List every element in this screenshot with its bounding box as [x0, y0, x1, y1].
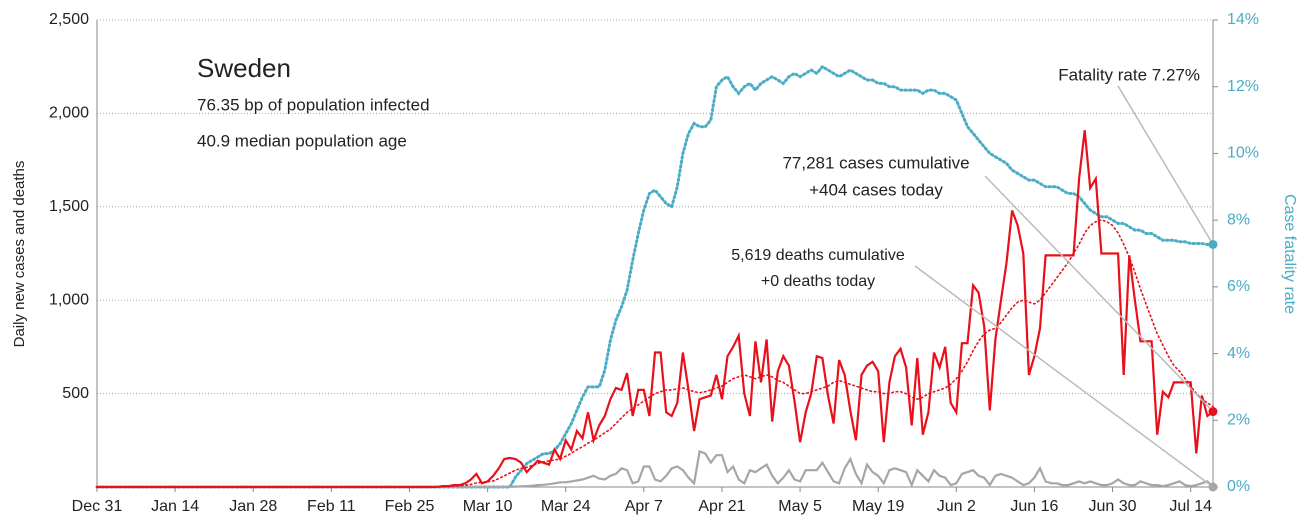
- y2-tick-label: 8%: [1227, 211, 1250, 228]
- end-point: [1208, 482, 1218, 492]
- y2-tick-label: 2%: [1227, 412, 1250, 429]
- subtitle: 76.35 bp of population infected: [197, 95, 430, 114]
- x-tick-label: Jun 16: [1010, 498, 1058, 515]
- y-tick-label: 2,500: [49, 11, 89, 28]
- leader-line: [984, 175, 1214, 413]
- leader-line: [1117, 85, 1214, 245]
- y2-tick-label: 0%: [1227, 478, 1250, 495]
- leader-line: [914, 265, 1214, 488]
- y2-tick-label: 4%: [1227, 345, 1250, 362]
- x-tick-label: Jan 14: [151, 498, 199, 515]
- series-line: [95, 64, 1215, 489]
- y-tick-label: 1,000: [49, 291, 89, 308]
- annotation: +0 deaths today: [761, 273, 875, 290]
- annotation: 77,281 cases cumulative: [782, 153, 969, 172]
- subtitle: 40.9 median population age: [197, 131, 407, 150]
- x-tick-label: Jun 30: [1089, 498, 1137, 515]
- x-tick-label: May 5: [778, 498, 822, 515]
- y-tick-label: 1,500: [49, 198, 89, 215]
- y2-axis-title: Case fatality rate: [1281, 194, 1298, 314]
- x-tick-label: Apr 21: [698, 498, 745, 515]
- series-line: [95, 450, 1215, 489]
- y-axis-title: Daily new cases and deaths: [11, 161, 28, 348]
- y-tick-label: 2,000: [49, 105, 89, 122]
- x-tick-label: Dec 31: [72, 498, 123, 515]
- y2-tick-label: 14%: [1227, 11, 1259, 28]
- end-point: [1208, 407, 1218, 417]
- y2-tick-label: 6%: [1227, 278, 1250, 295]
- y2-tick-label: 12%: [1227, 78, 1259, 95]
- x-tick-label: Jun 2: [937, 498, 976, 515]
- series-line: [95, 130, 1215, 489]
- annotation: +404 cases today: [809, 180, 943, 199]
- annotation: 5,619 deaths cumulative: [731, 247, 905, 264]
- y-tick-label: 500: [62, 385, 89, 402]
- x-tick-label: Mar 24: [541, 498, 591, 515]
- x-tick-label: Feb 25: [385, 498, 435, 515]
- x-tick-label: May 19: [852, 498, 905, 515]
- x-tick-label: Mar 10: [463, 498, 513, 515]
- x-tick-label: Feb 11: [307, 498, 356, 515]
- chart-title: Sweden: [197, 53, 291, 83]
- x-tick-label: Apr 7: [625, 498, 663, 515]
- x-tick-label: Jan 28: [229, 498, 277, 515]
- x-tick-label: Jul 14: [1169, 498, 1212, 515]
- y2-tick-label: 10%: [1227, 145, 1259, 162]
- annotation: Fatality rate 7.27%: [1058, 65, 1200, 84]
- end-point: [1208, 239, 1218, 249]
